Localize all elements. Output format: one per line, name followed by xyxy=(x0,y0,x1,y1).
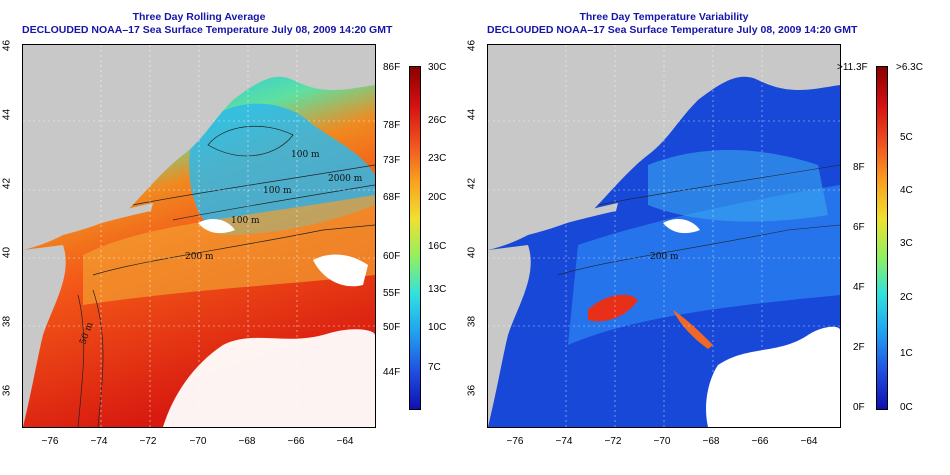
left-title-line2: DECLOUDED NOAA–17 Sea Surface Temperatur… xyxy=(22,24,393,36)
colorbar-c-label: 3C xyxy=(900,238,913,249)
contour-line xyxy=(92,224,375,276)
contour-label: 100 m xyxy=(291,150,320,160)
colorbar-c-label: 5C xyxy=(900,132,913,143)
x-tick: −72 xyxy=(604,436,622,447)
long-island xyxy=(83,203,153,227)
x-tick: −72 xyxy=(139,436,157,447)
x-tick: −64 xyxy=(800,436,818,447)
sst-colorbar xyxy=(409,66,421,410)
contour-label: 200 m xyxy=(650,252,679,262)
y-tick: 40 xyxy=(1,246,13,259)
colorbar-c-label: 2C xyxy=(900,292,913,303)
colorbar-c-label: 1C xyxy=(900,348,913,359)
land-coast-south xyxy=(488,245,531,427)
contour-line xyxy=(92,289,104,427)
y-tick: 38 xyxy=(1,315,13,328)
x-tick: −68 xyxy=(702,436,720,447)
x-tick: −74 xyxy=(90,436,108,447)
contour-line xyxy=(132,164,375,206)
colorbar-f-label: 50F xyxy=(383,322,401,333)
colorbar-f-label: 8F xyxy=(853,162,865,173)
contour-label: 100 m xyxy=(231,216,260,226)
y-tick: 44 xyxy=(466,108,478,121)
contour-label: 200 m xyxy=(185,252,214,262)
cloud-patch xyxy=(313,254,368,287)
y-tick: 36 xyxy=(466,384,478,397)
colorbar-f-label: 4F xyxy=(853,282,865,293)
colorbar-c-label: 26C xyxy=(428,115,447,126)
colorbar-f-label: 2F xyxy=(853,342,865,353)
colorbar-c-label: 16C xyxy=(428,241,447,252)
x-tick: −74 xyxy=(555,436,573,447)
colorbar-f-label: 0F xyxy=(853,402,865,413)
colorbar-f-label: 6F xyxy=(853,222,865,233)
y-tick: 40 xyxy=(466,246,478,259)
y-tick: 46 xyxy=(1,39,13,52)
y-tick: 46 xyxy=(466,39,478,52)
colorbar-f-label: 73F xyxy=(383,155,401,166)
right-title-line2: DECLOUDED NOAA–17 Sea Surface Temperatur… xyxy=(487,24,858,36)
variability-hotspot xyxy=(588,294,638,322)
variability-hotspot xyxy=(673,310,713,349)
colorbar-f-label: 78F xyxy=(383,120,401,131)
variability-mid xyxy=(568,185,840,345)
cloud-patch xyxy=(706,326,840,427)
colorbar-c-label: 23C xyxy=(428,153,447,164)
colorbar-c-label: 7C xyxy=(428,362,441,373)
land-mass xyxy=(23,45,375,250)
contour-line xyxy=(172,184,375,221)
colorbar-f-label: >11.3F xyxy=(837,62,868,73)
colorbar-c-label: 4C xyxy=(900,185,913,196)
colorbar-f-label: 68F xyxy=(383,192,401,203)
cloud-patch xyxy=(198,219,235,234)
colorbar-c-label: 10C xyxy=(428,322,447,333)
colorbar-f-label: 60F xyxy=(383,251,401,262)
colorbar-f-label: 86F xyxy=(383,62,401,73)
contour-line xyxy=(77,294,85,427)
x-tick: −64 xyxy=(336,436,354,447)
x-tick: −68 xyxy=(238,436,256,447)
y-tick: 44 xyxy=(1,108,13,121)
x-tick: −70 xyxy=(653,436,671,447)
colorbar-c-label: >6.3C xyxy=(896,62,923,73)
y-tick: 42 xyxy=(466,177,478,190)
land-mass xyxy=(488,45,840,250)
colorbar-c-label: 20C xyxy=(428,192,447,203)
x-tick: −70 xyxy=(189,436,207,447)
sst-average-map: 100 m 2000 m 100 m 100 m 200 m 50 m xyxy=(22,44,376,428)
colorbar-c-label: 0C xyxy=(900,402,913,413)
land-coast-south xyxy=(23,245,66,427)
colorbar-f-label: 55F xyxy=(383,288,401,299)
y-tick: 36 xyxy=(1,384,13,397)
y-tick: 42 xyxy=(1,177,13,190)
cloud-patch xyxy=(663,219,700,234)
colorbar-c-label: 30C xyxy=(428,62,447,73)
contour-line xyxy=(557,224,840,276)
right-title-line1: Three Day Temperature Variability xyxy=(579,11,749,23)
sst-variability-map: 200 m xyxy=(487,44,841,428)
cloud-patch xyxy=(163,329,375,427)
x-tick: −66 xyxy=(287,436,305,447)
contour-line xyxy=(597,164,840,206)
x-tick: −66 xyxy=(751,436,769,447)
gulf-of-maine-cold xyxy=(189,103,375,235)
x-tick: −76 xyxy=(41,436,59,447)
variability-colorbar xyxy=(876,66,888,410)
long-island xyxy=(548,203,618,227)
x-tick: −76 xyxy=(506,436,524,447)
variability-mid xyxy=(648,150,828,222)
contour-line xyxy=(207,125,294,157)
shelf-warm xyxy=(83,195,375,305)
left-title-line1: Three Day Rolling Average xyxy=(132,11,266,23)
contour-label: 2000 m xyxy=(328,174,363,184)
colorbar-f-label: 44F xyxy=(383,367,401,378)
y-tick: 38 xyxy=(466,315,478,328)
colorbar-c-label: 13C xyxy=(428,284,447,295)
contour-label: 100 m xyxy=(263,186,292,196)
